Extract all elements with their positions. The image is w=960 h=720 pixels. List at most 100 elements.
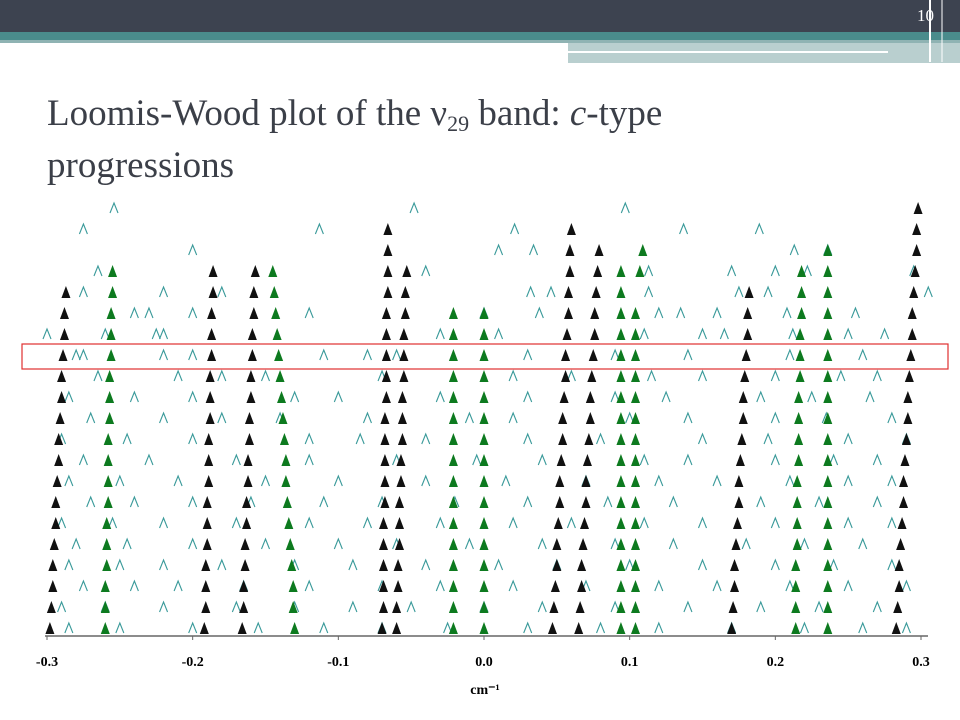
assigned-line (479, 601, 489, 613)
assigned-line (893, 601, 903, 613)
assigned-line (448, 475, 458, 487)
assigned-line (730, 559, 740, 571)
assigned-line (594, 244, 604, 256)
assigned-line (105, 391, 115, 403)
assigned-line (794, 433, 804, 445)
assigned-line (580, 517, 590, 529)
assigned-line (630, 580, 640, 592)
peak (596, 621, 606, 634)
assigned-line (559, 391, 569, 403)
assigned-line (108, 286, 118, 298)
peak (64, 390, 74, 403)
peak (697, 516, 708, 529)
peak (188, 390, 198, 403)
assigned-line (106, 328, 116, 340)
assigned-line (479, 307, 489, 319)
peak (741, 537, 751, 550)
assigned-line (552, 538, 562, 550)
assigned-line (380, 475, 390, 487)
assigned-line (448, 412, 458, 424)
assigned-line (897, 517, 907, 529)
peak (362, 516, 372, 529)
peak (785, 474, 795, 487)
peak (290, 390, 300, 403)
assigned-line (247, 349, 257, 361)
assigned-line (913, 202, 923, 214)
assigned-line (792, 496, 802, 508)
assigned-line (566, 223, 576, 235)
assigned-line (106, 307, 116, 319)
assigned-line (201, 601, 211, 613)
assigned-line (616, 286, 626, 298)
peak (260, 369, 271, 382)
assigned-line (547, 622, 557, 634)
assigned-line (108, 265, 118, 277)
assigned-line (268, 265, 278, 277)
x-tick-label: -0.3 (36, 655, 58, 670)
assigned-line (479, 412, 489, 424)
assigned-line (616, 622, 626, 634)
assigned-line (381, 349, 391, 361)
assigned-line (199, 622, 209, 634)
assigned-line (244, 433, 254, 445)
peak (86, 411, 96, 424)
assigned-line (205, 370, 215, 382)
peak (319, 495, 329, 508)
peak (494, 327, 504, 340)
peak (712, 579, 722, 592)
assigned-line (380, 454, 390, 466)
assigned-line (397, 412, 407, 424)
assigned-line (823, 475, 833, 487)
x-tick-label: 0.1 (621, 655, 639, 670)
peak (188, 432, 198, 445)
peak (392, 348, 402, 361)
assigned-line (891, 622, 901, 634)
assigned-line (635, 265, 645, 277)
assigned-line (59, 328, 69, 340)
assigned-line (239, 601, 249, 613)
assigned-line (204, 475, 214, 487)
assigned-line (207, 307, 217, 319)
peak (435, 516, 445, 529)
peak (788, 327, 798, 340)
assigned-line (396, 475, 406, 487)
peak (712, 474, 722, 487)
assigned-line (479, 475, 489, 487)
assigned-line (278, 412, 288, 424)
assigned-line (794, 391, 804, 403)
assigned-line (397, 391, 407, 403)
assigned-line (577, 559, 587, 571)
peak (362, 411, 372, 424)
peak (253, 621, 263, 634)
peak (679, 222, 689, 235)
assigned-line (392, 601, 402, 613)
assigned-line (910, 265, 920, 277)
peak (42, 327, 52, 340)
peak (814, 600, 824, 613)
peak (78, 222, 88, 235)
peak (872, 453, 882, 466)
assigned-line (823, 286, 833, 298)
peak (858, 348, 868, 361)
assigned-line (616, 475, 626, 487)
peak (807, 390, 817, 403)
assigned-line (581, 496, 591, 508)
peak (836, 369, 846, 382)
peak (421, 432, 431, 445)
assigned-line (448, 496, 458, 508)
assigned-line (201, 580, 211, 592)
peak (770, 453, 780, 466)
assigned-line (616, 370, 626, 382)
assigned-line (277, 391, 287, 403)
peak (880, 327, 890, 340)
peak (887, 558, 897, 571)
peak (644, 285, 654, 298)
peak (333, 474, 343, 487)
peak (348, 600, 358, 613)
peak (756, 495, 766, 508)
assigned-line (381, 328, 391, 340)
assigned-line (907, 307, 917, 319)
assigned-line (378, 517, 388, 529)
peak (887, 474, 897, 487)
assigned-line (250, 265, 260, 277)
